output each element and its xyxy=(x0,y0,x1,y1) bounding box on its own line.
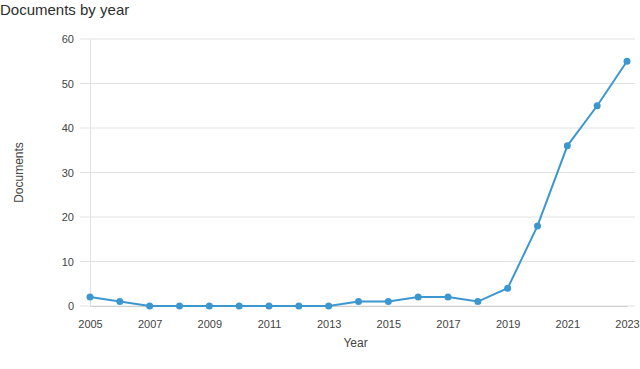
x-tick-label: 2021 xyxy=(556,318,580,330)
x-tick-label: 2019 xyxy=(496,318,520,330)
y-tick: 60 xyxy=(62,33,90,45)
x-tick-label: 2007 xyxy=(138,318,162,330)
data-point xyxy=(266,303,273,310)
data-point xyxy=(176,303,183,310)
data-point xyxy=(534,222,541,229)
y-tick-label: 10 xyxy=(62,256,74,268)
data-point xyxy=(474,298,481,305)
x-tick-label: 2009 xyxy=(198,318,222,330)
y-tick: 50 xyxy=(62,78,90,90)
data-point xyxy=(415,294,422,301)
x-tick: 2007 xyxy=(138,306,162,330)
y-tick: 30 xyxy=(62,167,90,179)
data-point xyxy=(87,294,94,301)
data-point xyxy=(236,303,243,310)
data-point xyxy=(146,303,153,310)
grid-line xyxy=(80,83,635,84)
x-tick-label: 2013 xyxy=(317,318,341,330)
y-tick: 0 xyxy=(68,300,90,312)
y-tick-label: 20 xyxy=(62,211,74,223)
x-tick-label: 2015 xyxy=(377,318,401,330)
data-line xyxy=(90,61,627,306)
data-point xyxy=(594,102,601,109)
x-axis: 2005 2007 2009 2011 2013 2015 2017 2019 2021 2023 xyxy=(78,306,639,330)
y-axis-line xyxy=(90,40,91,307)
x-tick: 2015 xyxy=(377,306,401,330)
grid-line xyxy=(80,261,635,262)
x-tick: 2019 xyxy=(496,306,520,330)
data-point xyxy=(624,58,631,65)
x-axis-title: Year xyxy=(343,336,367,350)
y-tick-label: 0 xyxy=(68,300,74,312)
x-tick: 2009 xyxy=(198,306,222,330)
y-axis-title: Documents xyxy=(12,142,26,203)
grid-line xyxy=(80,128,635,129)
grid-line xyxy=(80,217,635,218)
y-tick: 20 xyxy=(62,211,90,223)
data-point xyxy=(385,298,392,305)
chart-title: Documents by year xyxy=(0,1,129,18)
y-axis: 0 10 20 30 40 50 60 xyxy=(62,33,91,312)
x-tick: 2017 xyxy=(436,306,460,330)
grid xyxy=(80,39,635,306)
y-tick: 10 xyxy=(62,256,90,268)
x-tick-label: 2017 xyxy=(436,318,460,330)
y-tick-label: 40 xyxy=(62,122,74,134)
data-point xyxy=(355,298,362,305)
x-tick-label: 2005 xyxy=(78,318,102,330)
y-tick: 40 xyxy=(62,122,90,134)
x-tick: 2021 xyxy=(556,306,580,330)
data-point xyxy=(564,142,571,149)
x-tick: 2013 xyxy=(317,306,341,330)
plot-area xyxy=(87,58,631,310)
grid-line xyxy=(80,39,635,40)
data-point xyxy=(504,285,511,292)
x-tick-label: 2011 xyxy=(258,318,282,330)
y-tick-label: 50 xyxy=(62,78,74,90)
x-tick: 2011 xyxy=(258,306,282,330)
x-tick: 2023 xyxy=(615,306,639,330)
grid-line xyxy=(80,172,635,173)
x-tick: 2005 xyxy=(78,306,102,330)
x-tick-label: 2023 xyxy=(615,318,639,330)
data-point xyxy=(445,294,452,301)
data-point xyxy=(325,303,332,310)
data-point xyxy=(116,298,123,305)
y-tick-label: 30 xyxy=(62,167,74,179)
y-tick-label: 60 xyxy=(62,33,74,45)
data-point xyxy=(295,303,302,310)
data-point xyxy=(206,303,213,310)
